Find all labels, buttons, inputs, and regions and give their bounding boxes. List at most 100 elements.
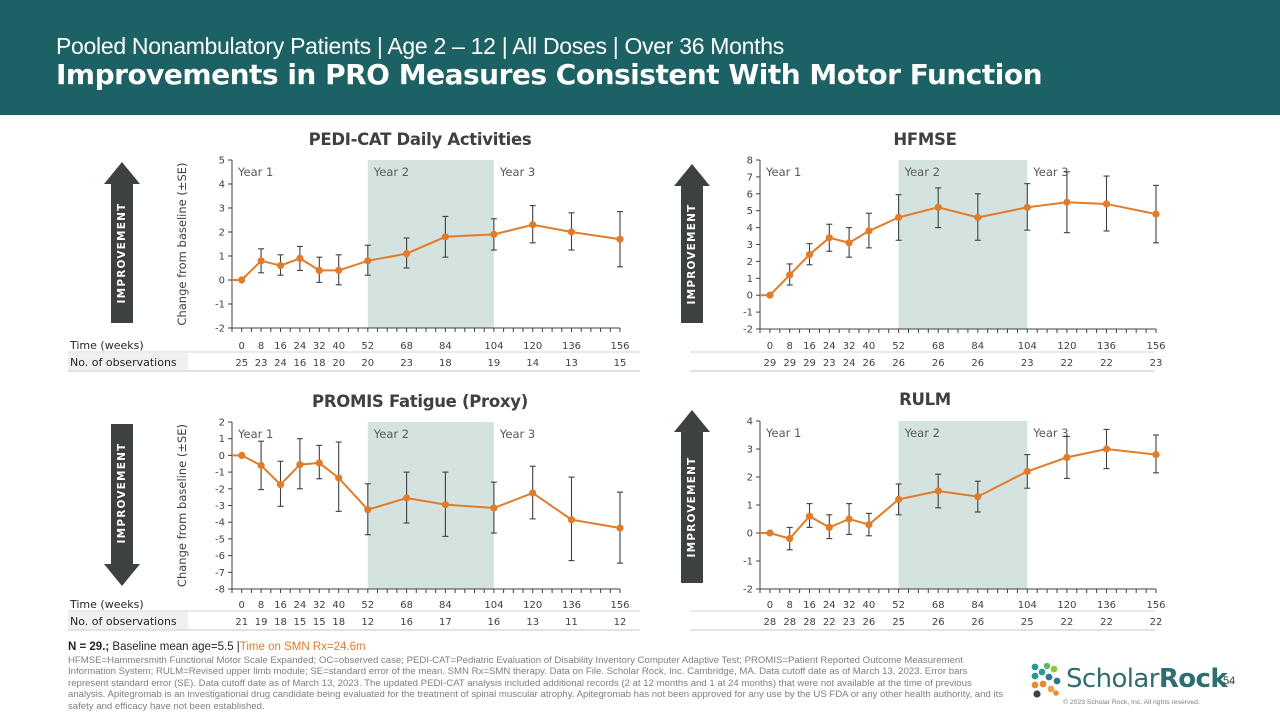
- y-tick-label: 0: [747, 291, 753, 302]
- year-label: Year 2: [904, 165, 940, 179]
- x-tick-label: 40: [863, 600, 876, 611]
- x-tick-label: 16: [274, 600, 287, 611]
- x-tick-label: 68: [932, 600, 945, 611]
- improvement-arrow-up-icon: [104, 162, 140, 323]
- observation-count: 23: [823, 358, 836, 369]
- year-label: Year 3: [499, 427, 535, 441]
- x-tick-label: 24: [294, 341, 307, 352]
- data-point: [895, 213, 903, 222]
- year-2-shaded-region: [898, 421, 1028, 589]
- observation-count: 16: [294, 358, 307, 369]
- x-tick-label: 32: [843, 341, 856, 352]
- y-tick-label: 0: [219, 451, 225, 462]
- observation-count: 23: [843, 617, 856, 628]
- y-tick-label: 8: [747, 156, 753, 167]
- x-tick-label: 120: [1057, 341, 1076, 352]
- slide-title: Improvements in PRO Measures Consistent …: [56, 58, 1043, 91]
- observation-count: 20: [361, 358, 374, 369]
- x-tick-label: 0: [239, 600, 245, 611]
- y-tick-label: -2: [743, 585, 753, 596]
- year-label: Year 2: [373, 427, 409, 441]
- observation-count: 20: [332, 358, 345, 369]
- chart-title: HFMSE: [893, 130, 957, 149]
- observation-count: 15: [294, 617, 307, 628]
- x-tick-label: 84: [971, 600, 984, 611]
- x-tick-label: 8: [258, 341, 264, 352]
- y-tick-label: -7: [215, 568, 225, 579]
- y-tick-label: -6: [215, 551, 225, 562]
- observation-count: 25: [892, 617, 905, 628]
- x-tick-label: 40: [332, 600, 345, 611]
- observation-count: 16: [488, 617, 501, 628]
- baseline-age: Baseline mean age=5.5 |: [109, 641, 240, 653]
- data-point: [315, 266, 323, 274]
- data-point: [1023, 203, 1031, 211]
- observation-count: 29: [803, 358, 816, 369]
- data-point: [567, 516, 576, 524]
- y-tick-label: 5: [219, 156, 225, 167]
- page-number: 54: [1223, 675, 1236, 687]
- improvement-arrow-up-icon: [674, 164, 710, 323]
- data-point: [1152, 451, 1160, 459]
- data-point: [490, 230, 498, 238]
- x-tick-label: 16: [274, 341, 287, 352]
- data-point: [490, 504, 498, 512]
- year-2-shaded-region: [367, 422, 494, 589]
- data-point: [934, 203, 942, 211]
- data-point: [865, 227, 873, 235]
- x-tick-label: 40: [863, 341, 876, 352]
- y-tick-label: -2: [215, 324, 225, 335]
- data-point: [1023, 467, 1031, 475]
- sample-size: N = 29.;: [68, 641, 110, 653]
- x-tick-label: 120: [523, 341, 542, 352]
- observation-count: 28: [764, 617, 777, 628]
- obs-label-bg: [68, 353, 188, 370]
- y-tick-label: -1: [215, 300, 225, 311]
- copyright-notice: © 2023 Scholar Rock, Inc. All rights res…: [1063, 699, 1200, 706]
- data-point: [786, 535, 794, 543]
- observation-count: 22: [1100, 617, 1113, 628]
- observation-count: 15: [614, 358, 627, 369]
- data-point: [825, 523, 833, 532]
- data-point: [895, 495, 903, 503]
- year-label: Year 2: [904, 426, 940, 440]
- y-tick-label: 3: [219, 204, 225, 215]
- observation-count: 26: [932, 358, 945, 369]
- data-point: [766, 291, 774, 299]
- observation-count: 22: [1150, 617, 1163, 628]
- x-tick-label: 16: [803, 600, 816, 611]
- data-point: [238, 451, 246, 459]
- footnote: HFMSE=Hammersmith Functional Motor Scale…: [68, 655, 1004, 712]
- x-tick-label: 84: [971, 341, 984, 352]
- data-point: [296, 460, 304, 469]
- x-tick-label: 136: [562, 600, 581, 611]
- year-label: Year 1: [237, 427, 273, 441]
- observation-count: 29: [783, 358, 796, 369]
- data-point: [805, 251, 814, 259]
- observation-count: 25: [1021, 617, 1034, 628]
- x-tick-label: 120: [1057, 600, 1076, 611]
- y-tick-label: 1: [219, 252, 225, 263]
- y-tick-label: 1: [747, 274, 753, 285]
- scholar-rock-logo-icon: [1031, 663, 1061, 698]
- data-point: [567, 228, 576, 236]
- year-label: Year 3: [1032, 165, 1068, 179]
- y-tick-label: 2: [219, 418, 225, 429]
- time-row-label: Time (weeks): [69, 339, 144, 352]
- x-tick-label: 104: [1018, 341, 1037, 352]
- x-tick-label: 40: [332, 341, 345, 352]
- data-point: [865, 521, 873, 529]
- observation-count: 24: [274, 358, 287, 369]
- observation-count: 28: [803, 617, 816, 628]
- y-tick-label: -3: [215, 501, 225, 512]
- data-point: [315, 459, 323, 467]
- chart-title: PEDI-CAT Daily Activities: [308, 130, 532, 149]
- data-point: [934, 487, 942, 495]
- y-tick-label: 3: [747, 445, 753, 456]
- x-tick-label: 8: [258, 600, 264, 611]
- data-point: [364, 506, 372, 514]
- x-tick-label: 16: [803, 341, 816, 352]
- data-point: [296, 254, 304, 262]
